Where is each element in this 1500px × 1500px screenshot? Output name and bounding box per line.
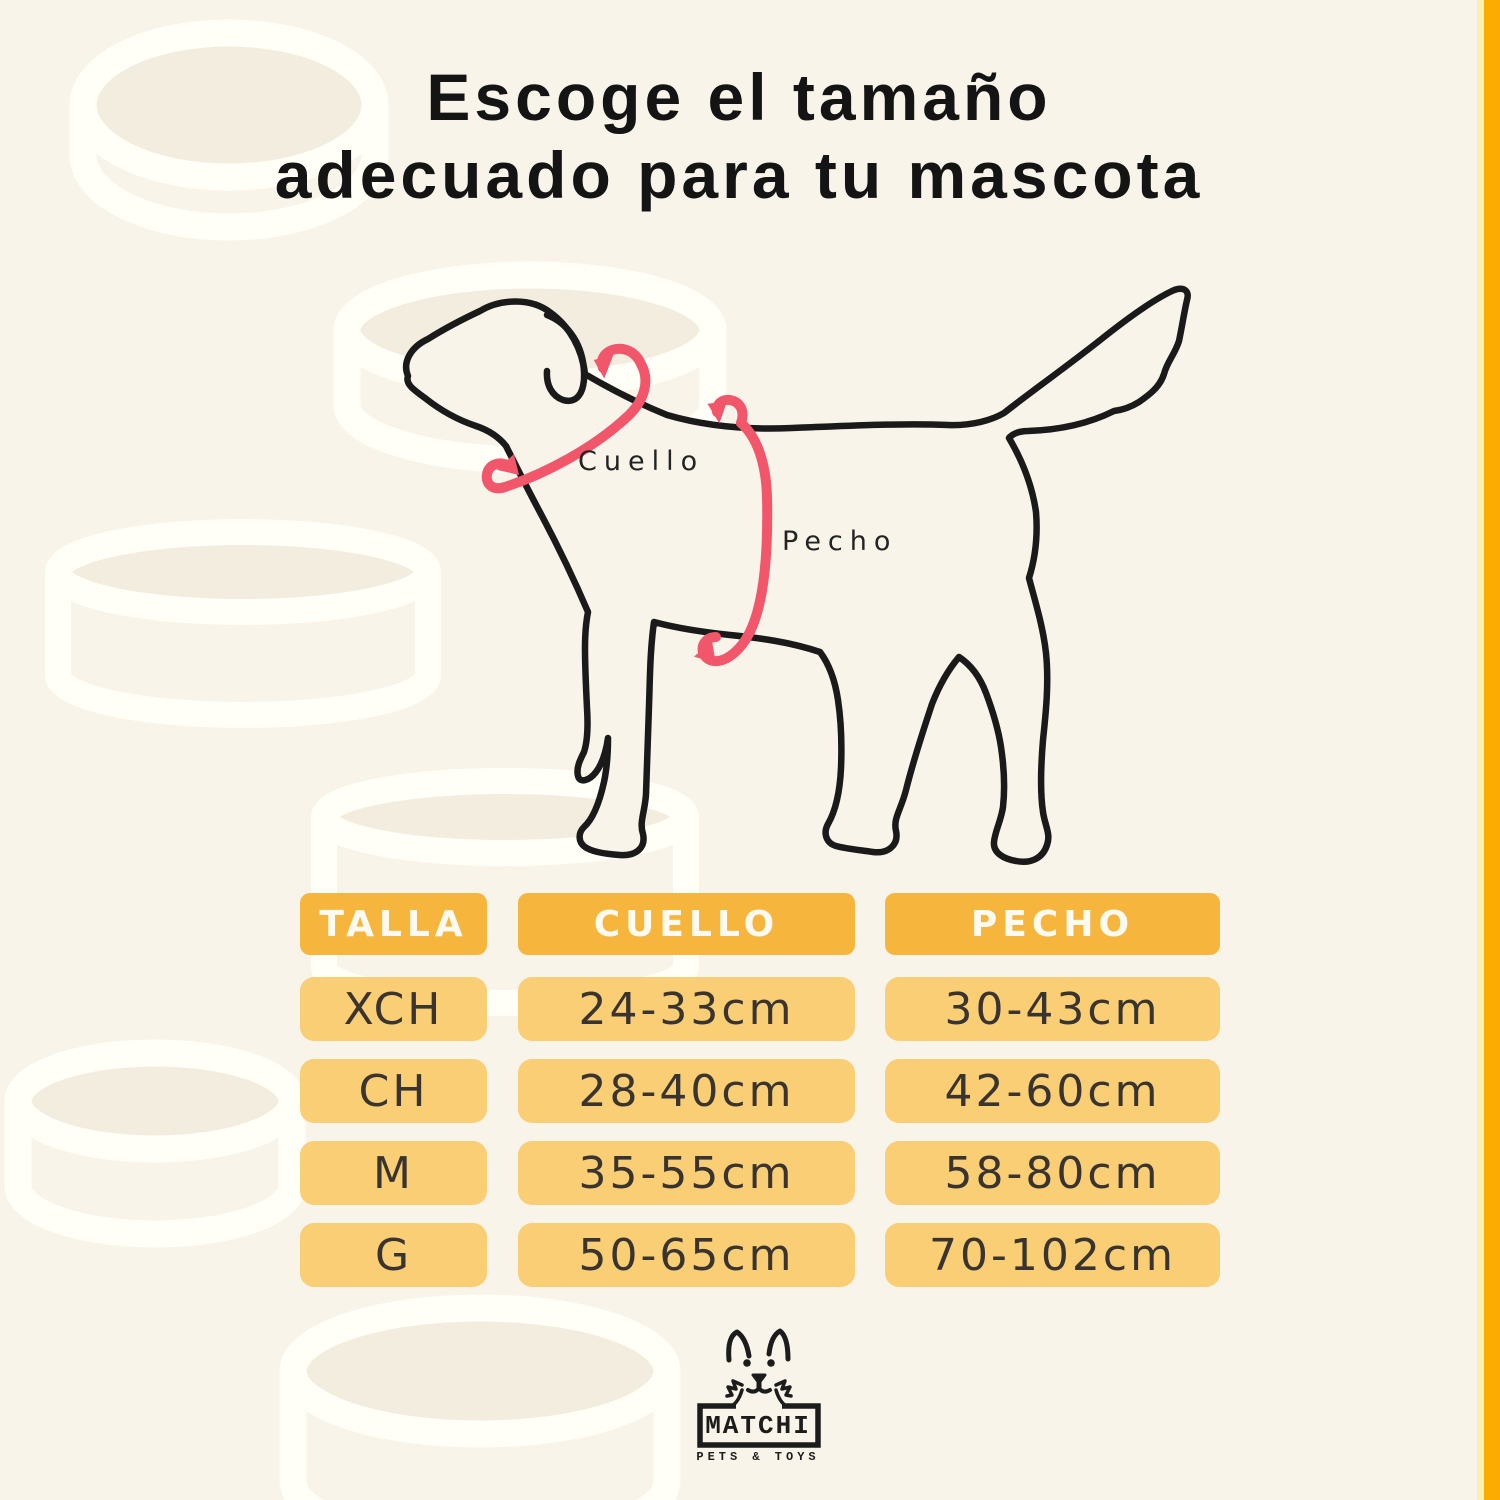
table-header-talla: TALLA: [300, 893, 487, 955]
table-cell-chest: 70-102cm: [885, 1223, 1220, 1287]
table-cell-neck: 50-65cm: [518, 1223, 855, 1287]
table-header-cuello: CUELLO: [518, 893, 855, 955]
edge-stripe-orange: [1484, 0, 1500, 1500]
table-header-pecho: PECHO: [885, 893, 1220, 955]
page-title-line1: Escoge el tamaño: [426, 60, 1052, 134]
table-cell-chest: 58-80cm: [885, 1141, 1220, 1205]
table-cell-size: CH: [300, 1059, 487, 1123]
logo-frame-icon: [697, 1403, 821, 1448]
table-cell-chest: 42-60cm: [885, 1059, 1220, 1123]
table-cell-chest: 30-43cm: [885, 977, 1220, 1041]
logo-brand-name: MATCHI: [705, 1410, 811, 1441]
neck-measure-label: Cuello: [578, 446, 705, 477]
neck-measure-arrow-icon: [481, 343, 651, 494]
edge-stripe-light: [1477, 0, 1484, 1500]
chest-measure-label: Pecho: [782, 526, 898, 557]
table-cell-size: M: [300, 1141, 487, 1205]
logo-tagline: PETS & TOYS: [696, 1450, 820, 1464]
table-cell-neck: 35-55cm: [518, 1141, 855, 1205]
logo-dog-face-icon: [725, 1328, 793, 1408]
table-cell-neck: 24-33cm: [518, 977, 855, 1041]
table-cell-size: G: [300, 1223, 487, 1287]
chest-measure-arrow-icon: [693, 394, 773, 667]
page-title: Escoge el tamaño adecuado para tu mascot…: [0, 58, 1478, 214]
page-title-line2: adecuado para tu mascota: [274, 138, 1204, 212]
table-cell-neck: 28-40cm: [518, 1059, 855, 1123]
table-cell-size: XCH: [300, 977, 487, 1041]
